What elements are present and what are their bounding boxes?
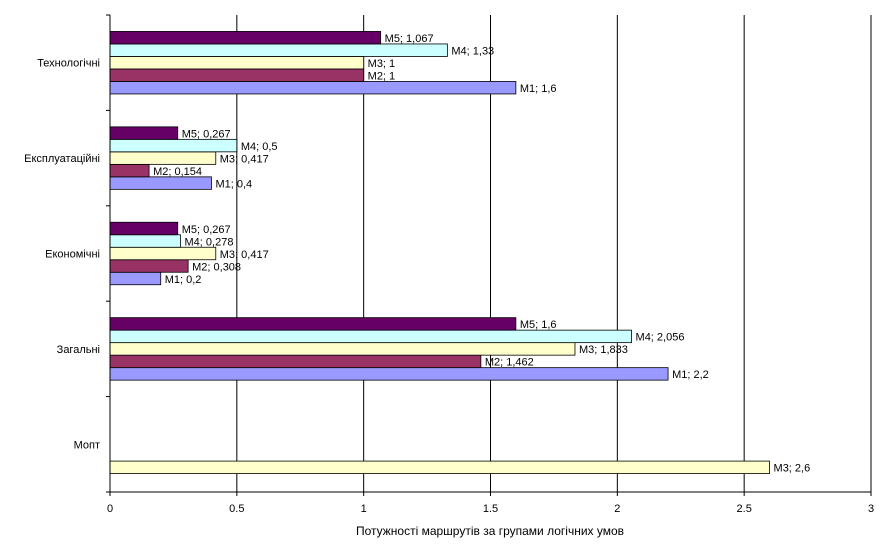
data-label: M3; 0,417 (220, 153, 269, 165)
bar-m2-3 (109, 354, 482, 369)
data-label: M1; 2,2 (672, 369, 709, 381)
bar-m5-3 (109, 317, 517, 331)
bar-m1-0 (109, 81, 517, 95)
x-tick-label: 0.5 (229, 503, 244, 515)
data-label: M4; 1,33 (451, 45, 494, 57)
bar-m4-2 (109, 234, 181, 248)
bar-m1-2 (109, 271, 162, 286)
data-label: M5; 0,267 (182, 128, 231, 140)
data-label: M2; 0,308 (192, 261, 241, 273)
data-label: M4; 0,278 (185, 236, 234, 248)
data-label: M3; 1,833 (579, 344, 628, 356)
data-label: M1; 0,4 (215, 178, 252, 190)
bar-m4-0 (109, 43, 448, 57)
bar-m2-1 (109, 163, 150, 178)
bar-m5-1 (109, 126, 179, 140)
category-label: Експлуатаційні (24, 153, 100, 165)
data-label: M2; 1 (368, 70, 396, 82)
bar-m3-1 (109, 151, 217, 165)
data-label: M4; 0,5 (241, 141, 278, 153)
bar-m2-2 (109, 259, 189, 273)
bar-m4-1 (109, 138, 238, 153)
x-tick-label: 3 (868, 503, 874, 515)
bar-m5-2 (109, 221, 179, 236)
category-label: Загальні (57, 344, 100, 356)
data-label: M4; 2,056 (636, 332, 685, 344)
data-label: M2; 0,154 (153, 166, 202, 178)
x-tick-label: 2.5 (737, 503, 752, 515)
bar-m1-3 (109, 367, 669, 381)
data-label: M1; 0,2 (165, 274, 202, 286)
data-label: M5; 1,6 (520, 319, 557, 331)
bar-m4-3 (109, 329, 632, 344)
data-label: M3; 1 (368, 58, 396, 70)
axes: 0 0.5 1 1.5 2 2.5 3 Технологічні Експлуатаційні Е… (24, 14, 874, 515)
data-label: M2; 1,462 (485, 357, 534, 369)
data-label: M5; 0,267 (182, 224, 231, 236)
gridlines (236, 15, 872, 492)
data-label: M5; 1,067 (385, 33, 434, 45)
data-labels: M1; 1,6 M2; 1M3; 1 M4; 1,33 M5; 1,067 M1; 0,… (153, 33, 810, 475)
x-tick-label: 2 (614, 503, 620, 515)
category-label: Економічні (45, 249, 100, 261)
x-axis-title: Потужності маршрутів за групами логічних… (356, 524, 624, 538)
data-label: M3; 0,417 (220, 249, 269, 261)
x-tick-label: 1.5 (483, 503, 498, 515)
category-label: Технологічні (37, 58, 100, 70)
bar-m5-0 (109, 31, 382, 45)
bar-m3-0 (109, 56, 365, 70)
x-tick-label: 0 (107, 503, 113, 515)
bar-m3-2 (109, 246, 217, 261)
bar-m2-0 (109, 68, 365, 82)
data-label: M1; 1,6 (520, 83, 557, 95)
category-label: Мопт (74, 439, 100, 451)
bars (109, 31, 770, 474)
x-tick-label: 1 (361, 503, 367, 515)
bar-m3-4 (109, 460, 770, 474)
bar-m1-1 (109, 176, 212, 190)
bar-m3-3 (109, 342, 576, 356)
data-label: M3; 2,6 (774, 463, 811, 475)
